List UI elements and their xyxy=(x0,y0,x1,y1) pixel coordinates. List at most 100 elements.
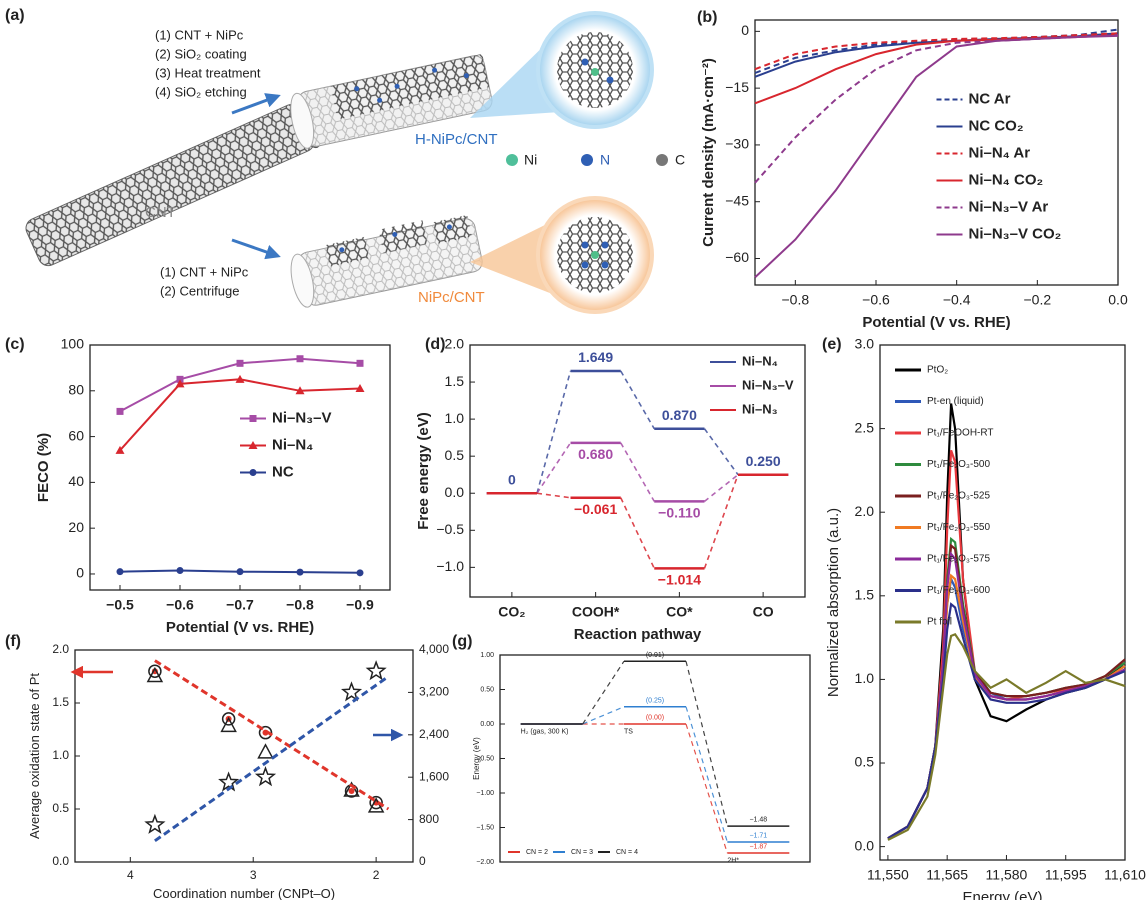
series-line xyxy=(888,404,1125,839)
step: (4) SiO₂ etching xyxy=(155,84,247,99)
legend-label: Pt₁/Fe₂O₃-575 xyxy=(927,554,990,565)
marker xyxy=(237,568,244,575)
step: (1) CNT + NiPc xyxy=(160,264,249,279)
y-axis-title: Normalized absorption (a.u.) xyxy=(825,508,842,697)
y-tick-label: −60 xyxy=(725,249,749,265)
legend-label: Ni–N₃–V xyxy=(272,409,331,426)
y2-tick-label: 2,400 xyxy=(419,727,449,741)
x-tick-label: 11,550 xyxy=(867,867,909,883)
panel-label: (b) xyxy=(697,9,717,26)
product-label: NiPc/CNT xyxy=(418,289,485,306)
connector xyxy=(537,371,571,493)
x-tick-label: 11,565 xyxy=(926,867,968,883)
step: (1) CNT + NiPc xyxy=(155,27,244,42)
atom-key xyxy=(656,154,668,166)
value-label: −1.014 xyxy=(658,572,701,588)
x-tick-label: 2 xyxy=(373,868,380,882)
y2-tick-label: 1,600 xyxy=(419,769,449,783)
x-tick-label: 11,580 xyxy=(986,867,1028,883)
legend-label: NC CO₂ xyxy=(969,117,1024,134)
legend-label: CN = 3 xyxy=(571,849,593,856)
marker xyxy=(117,408,124,415)
cnt-tube xyxy=(23,97,326,268)
legend-label: Pt₁/Fe₂O₃-550 xyxy=(927,522,990,533)
legend-label: Pt foil xyxy=(927,617,952,628)
series-line xyxy=(888,450,1125,838)
atom-label: N xyxy=(600,152,610,168)
marker xyxy=(259,745,273,758)
y-tick-label: 1.5 xyxy=(52,695,69,709)
legend-label: Ni–N₃–V xyxy=(742,377,794,392)
y-tick-label: −1.50 xyxy=(476,824,494,831)
panel-label: (d) xyxy=(425,336,445,353)
value-label: −1.87 xyxy=(749,844,767,851)
atom-key xyxy=(506,154,518,166)
figure: (a) xyxy=(0,0,1146,900)
x-tick-label: 3 xyxy=(250,868,257,882)
y-tick-label: 1.0 xyxy=(445,410,465,426)
step: (2) Centrifuge xyxy=(160,283,239,298)
y-axis-title: FECO (%) xyxy=(35,433,52,502)
legend-label: Ni–N₄ Ar xyxy=(969,144,1031,161)
panel-label: (g) xyxy=(452,633,472,650)
connector xyxy=(537,443,571,493)
y-tick-label: −1.0 xyxy=(436,558,464,574)
y-tick-label: 1.0 xyxy=(52,748,69,762)
schematic-panel: (a) xyxy=(5,7,685,312)
value-label: −0.061 xyxy=(574,501,617,517)
y-tick-label: 2.0 xyxy=(445,336,465,352)
x-tick-label: −0.8 xyxy=(286,597,314,613)
x-axis-title: Reaction pathway xyxy=(574,626,702,643)
legend-label: Pt-en (liquid) xyxy=(927,396,984,407)
connector xyxy=(537,493,571,498)
x-tick-label: CO₂ xyxy=(498,604,525,620)
trend-line xyxy=(155,677,389,841)
x-tick-label: CO xyxy=(753,604,774,620)
y-tick-label: 0.0 xyxy=(52,854,69,868)
series-line xyxy=(755,36,1118,278)
x-tick-label: −0.2 xyxy=(1024,292,1052,308)
legend-label: Ni–N₄ xyxy=(742,353,778,368)
y-axis-title: Current density (mA·cm⁻²) xyxy=(700,58,717,247)
y-tick-label: 20 xyxy=(68,519,84,535)
cnt-label: CNT xyxy=(145,204,176,221)
series-line xyxy=(888,634,1125,840)
x-tick-label: −0.9 xyxy=(346,597,374,613)
y-axis-title: Energy (eV) xyxy=(472,737,481,780)
value-label: −0.110 xyxy=(658,505,701,521)
value-label: −1.71 xyxy=(749,833,767,840)
y-tick-label: −30 xyxy=(725,136,749,152)
series-line xyxy=(888,576,1125,839)
connector xyxy=(686,707,727,842)
connector xyxy=(621,443,655,502)
value-label: (0.00) xyxy=(646,715,664,722)
plot-frame xyxy=(75,650,413,862)
y2-tick-label: 3,200 xyxy=(419,685,449,699)
series-line xyxy=(888,579,1125,838)
page: (a) xyxy=(0,0,1146,900)
x-tick-label: −0.4 xyxy=(943,292,971,308)
marker xyxy=(146,816,163,832)
y2-tick-label: 0 xyxy=(419,854,426,868)
plot-frame xyxy=(880,345,1125,860)
y-tick-label: 3.0 xyxy=(855,336,875,352)
legend-label: Ni–N₃ xyxy=(742,401,778,416)
x-tick-label: −0.5 xyxy=(106,597,134,613)
x-tick-label: 11,595 xyxy=(1045,867,1087,883)
step: (2) SiO₂ coating xyxy=(155,46,247,61)
y-tick-label: 0.50 xyxy=(480,686,494,693)
y-tick-label: 0.5 xyxy=(855,754,875,770)
legend-label: PtO₂ xyxy=(927,365,948,376)
x-axis-title: Potential (V vs. RHE) xyxy=(862,314,1010,331)
y-tick-label: 1.5 xyxy=(445,373,465,389)
connector xyxy=(621,371,655,429)
marker xyxy=(368,662,385,678)
x-tick-label: −0.6 xyxy=(166,597,194,613)
y-tick-label: 60 xyxy=(68,427,84,443)
marker xyxy=(357,360,364,367)
atom-label: Ni xyxy=(524,152,537,168)
marker xyxy=(257,768,274,784)
y-tick-label: 0.0 xyxy=(855,837,875,853)
step: (3) Heat treatment xyxy=(155,65,261,80)
legend-label: Ni–N₃–V CO₂ xyxy=(969,225,1062,242)
